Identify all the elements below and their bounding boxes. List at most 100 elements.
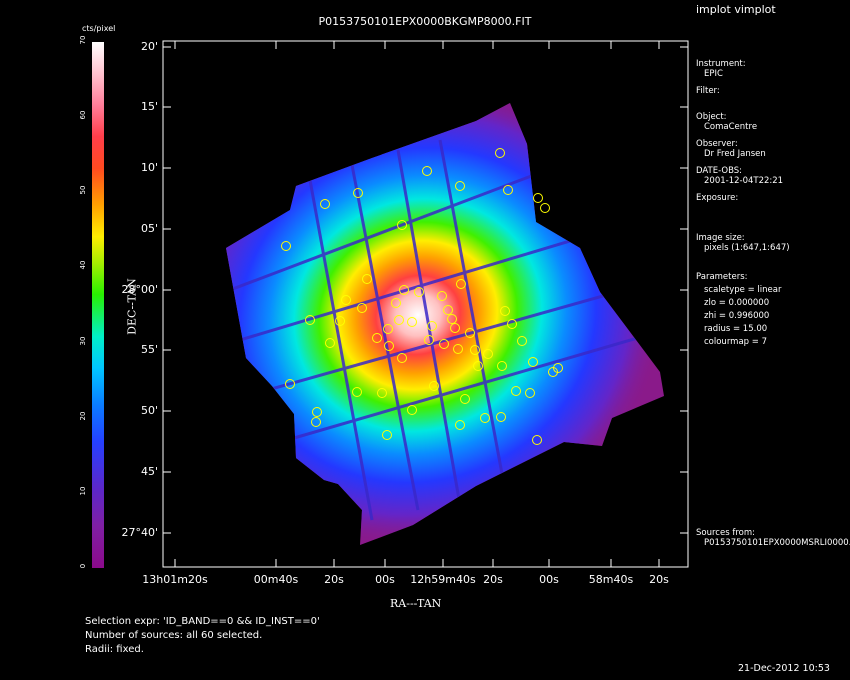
selection-expression: Selection expr: 'ID_BAND==0 && ID_INST==… [85, 616, 320, 627]
source-marker [450, 323, 460, 333]
x-tick-label: 13h01m20s [142, 573, 208, 586]
source-marker [357, 303, 367, 313]
radii-info: Radii: fixed. [85, 644, 144, 655]
observer-value: Dr Fred Jansen [704, 149, 766, 159]
source-marker [407, 405, 417, 415]
info-sources: Sources from: P0153750101EPX0000MSRLI000… [696, 528, 850, 548]
info-observer: Observer: Dr Fred Jansen [696, 139, 766, 159]
source-marker [533, 193, 543, 203]
source-marker [424, 335, 434, 345]
x-axis-label: RA---TAN [390, 597, 442, 610]
source-marker [517, 336, 527, 346]
source-marker [391, 298, 401, 308]
info-parameters: Parameters: scaletype = linear zlo = 0.0… [696, 272, 781, 347]
source-marker [455, 181, 465, 191]
object-value: ComaCentre [704, 122, 758, 132]
param-radius: radius = 15.00 [704, 324, 768, 334]
x-tick-label: 58m40s [588, 573, 634, 586]
sources-label: Sources from: [696, 528, 755, 538]
source-marker [397, 353, 407, 363]
source-marker [285, 379, 295, 389]
source-marker [437, 291, 447, 301]
source-marker [500, 306, 510, 316]
y-tick-label: 15' [140, 100, 158, 113]
x-tick-label: 00s [375, 573, 395, 586]
x-tick-label: 20s [649, 573, 669, 586]
source-marker [377, 388, 387, 398]
source-marker [429, 381, 439, 391]
source-marker [427, 321, 437, 331]
x-tick-label: 00m40s [253, 573, 299, 586]
exposure-label: Exposure: [696, 193, 739, 203]
source-marker [414, 287, 424, 297]
y-tick-label: 28°00' [121, 283, 158, 296]
source-marker [399, 285, 409, 295]
source-marker [503, 185, 513, 195]
date-label: DATE-OBS: [696, 166, 743, 176]
object-label: Object: [696, 112, 727, 122]
source-marker [473, 361, 483, 371]
source-markers [281, 148, 563, 445]
y-axis-label: DEC--TAN [125, 278, 139, 335]
x-tick-label: 20s [324, 573, 344, 586]
source-marker [528, 357, 538, 367]
y-tick-label: 20' [140, 40, 158, 53]
info-exposure: Exposure: [696, 193, 738, 203]
colorbar [92, 42, 104, 568]
field-of-view [226, 103, 664, 545]
source-marker [460, 394, 470, 404]
source-marker [447, 314, 457, 324]
x-tick-label: 20s [483, 573, 503, 586]
source-marker [311, 417, 321, 427]
app-label: implot vimplot [696, 3, 776, 16]
date-value: 2001-12-04T22:21 [704, 176, 784, 186]
info-image-size: Image size: pixels (1:647,1:647) [696, 233, 790, 253]
source-marker [422, 166, 432, 176]
source-marker [507, 319, 517, 329]
source-marker [382, 430, 392, 440]
source-marker [532, 435, 542, 445]
source-marker [352, 387, 362, 397]
source-marker [470, 345, 480, 355]
source-marker [496, 412, 506, 422]
source-marker [305, 315, 315, 325]
axis-tick-marks [163, 41, 688, 567]
source-marker [483, 349, 493, 359]
y-tick-label: 27°40' [121, 526, 158, 539]
info-instrument: Instrument: EPIC [696, 59, 746, 79]
source-marker [372, 333, 382, 343]
source-marker [335, 316, 345, 326]
source-marker [281, 241, 291, 251]
param-zhi: zhi = 0.996000 [704, 311, 770, 321]
chip-gaps [229, 139, 664, 521]
source-marker [465, 328, 475, 338]
source-marker [525, 388, 535, 398]
y-tick-label: 05' [140, 222, 158, 235]
param-scaletype: scaletype = linear [704, 285, 782, 295]
number-of-sources: Number of sources: all 60 selected. [85, 630, 263, 641]
plot-title: P0153750101EPX0000BKGMP8000.FIT [318, 15, 532, 28]
source-marker [511, 386, 521, 396]
colorbar-unit-label: cts/pixel [82, 24, 116, 33]
source-marker [383, 324, 393, 334]
timestamp: 21-Dec-2012 10:53 [738, 663, 830, 674]
source-marker [453, 344, 463, 354]
source-marker [394, 315, 404, 325]
y-tick-label: 10' [140, 161, 158, 174]
instrument-label: Instrument: [696, 59, 746, 69]
source-marker [497, 361, 507, 371]
source-marker [540, 203, 550, 213]
x-tick-label: 12h59m40s [410, 573, 476, 586]
source-marker [384, 341, 394, 351]
observer-label: Observer: [696, 139, 738, 149]
image-size-label: Image size: [696, 233, 745, 243]
source-marker [439, 339, 449, 349]
instrument-value: EPIC [704, 69, 723, 79]
source-marker [495, 148, 505, 158]
source-marker [480, 413, 490, 423]
parameters-label: Parameters: [696, 272, 748, 282]
source-marker [443, 305, 453, 315]
info-filter: Filter: [696, 86, 720, 96]
source-marker [362, 274, 372, 284]
